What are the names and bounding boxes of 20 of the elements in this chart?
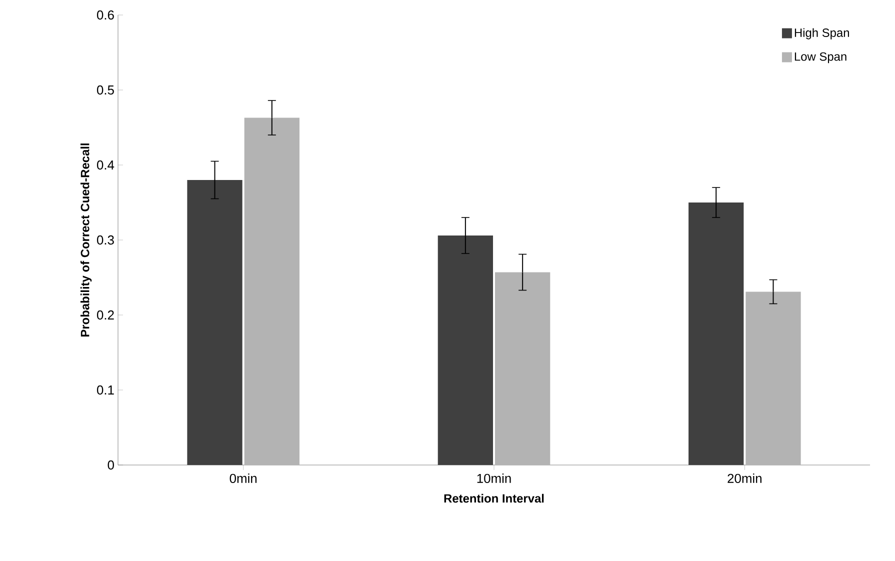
y-tick-label: 0.2 <box>96 310 114 320</box>
y-tick-label: 0.3 <box>96 235 114 245</box>
y-axis-title: Probability of Correct Cued-Recall <box>80 144 92 337</box>
x-tick-label: 20min <box>728 474 762 484</box>
bar <box>438 236 494 465</box>
y-tick-label: 0.5 <box>96 85 114 95</box>
x-tick-label: 10min <box>477 474 511 484</box>
y-tick-label: 0 <box>108 460 114 470</box>
bar <box>187 180 242 465</box>
bar <box>495 272 550 465</box>
x-axis-title: Retention Interval <box>444 494 544 503</box>
bar <box>688 202 744 465</box>
legend-label: Low Span <box>794 52 846 64</box>
x-tick-label: 0min <box>230 474 257 484</box>
y-tick-label: 0.6 <box>96 10 114 20</box>
y-tick-label: 0.1 <box>96 385 114 395</box>
bar <box>746 292 801 465</box>
y-tick-label: 0.4 <box>96 160 114 170</box>
bar <box>244 118 300 465</box>
legend-label: High Span <box>794 28 849 40</box>
